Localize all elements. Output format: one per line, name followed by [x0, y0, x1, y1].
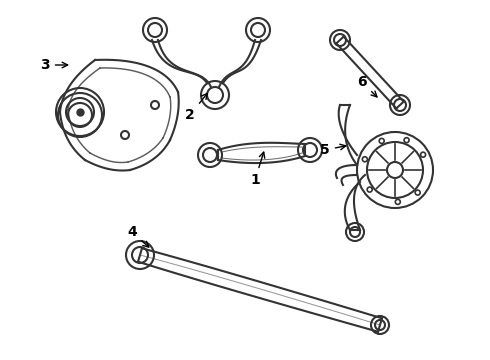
Text: 5: 5	[320, 143, 346, 157]
Text: 2: 2	[185, 93, 207, 122]
Text: 1: 1	[250, 152, 265, 187]
Text: 4: 4	[127, 225, 149, 247]
Text: 3: 3	[40, 58, 68, 72]
Text: 6: 6	[357, 75, 377, 97]
